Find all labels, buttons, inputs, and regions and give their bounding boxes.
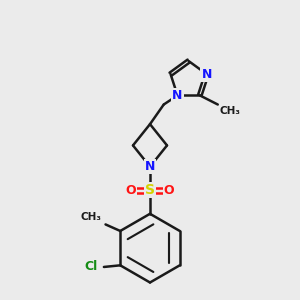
Text: CH₃: CH₃ [220, 106, 241, 116]
Text: N: N [202, 68, 212, 81]
Text: Cl: Cl [85, 260, 98, 274]
Text: CH₃: CH₃ [81, 212, 102, 222]
Text: S: S [145, 183, 155, 197]
Text: O: O [164, 184, 174, 197]
Text: N: N [145, 160, 155, 173]
Text: N: N [172, 89, 183, 102]
Text: O: O [126, 184, 136, 197]
